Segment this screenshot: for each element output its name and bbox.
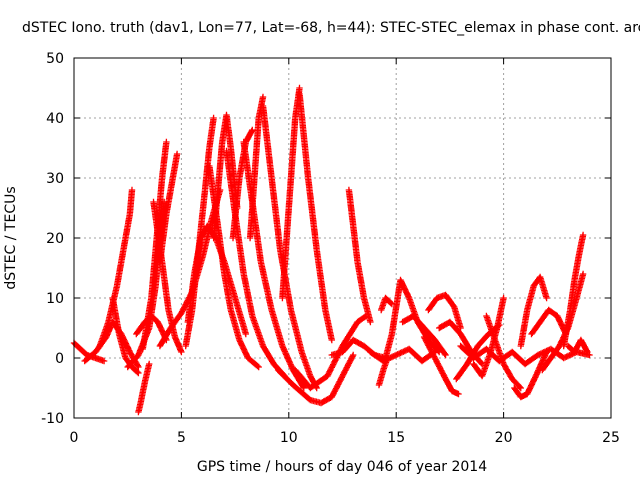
data-point-markers (296, 90, 335, 344)
series-arc (420, 333, 462, 398)
axis-ticks: 0 5 10 15 20 25 -10 0 10 20 30 40 50 (41, 51, 620, 446)
y-tick-label: 0 (55, 351, 64, 367)
y-tick-label: 30 (46, 171, 64, 187)
y-tick-label: -10 (41, 411, 64, 427)
data-point-markers (367, 345, 439, 365)
series-arc (425, 291, 464, 332)
series-arc (279, 84, 303, 302)
data-point-markers (528, 306, 570, 338)
data-point-markers (109, 294, 142, 377)
data-points (70, 84, 593, 416)
data-point-markers (420, 333, 462, 398)
x-tick-label: 20 (495, 430, 513, 446)
data-point-markers (259, 102, 320, 392)
series-arc (399, 312, 449, 359)
series-arc (156, 150, 181, 266)
data-point-markers (135, 360, 153, 416)
series-arc (511, 348, 550, 401)
series-arc (436, 318, 486, 368)
data-point-markers (457, 342, 593, 368)
series-arc (206, 162, 262, 371)
y-axis-label: dSTEC / TECUs (3, 186, 19, 289)
y-tick-label: 10 (46, 291, 64, 307)
data-point-markers (399, 312, 449, 359)
data-point-markers (517, 273, 550, 350)
series-arc (457, 342, 593, 368)
series-arc (246, 93, 267, 242)
data-point-markers (345, 186, 374, 326)
x-tick-label: 5 (177, 430, 186, 446)
series-arc (96, 186, 136, 350)
chart-title: dSTEC Iono. truth (dav1, Lon=77, Lat=-68… (22, 20, 640, 36)
data-point-markers (425, 291, 464, 332)
data-point-markers (378, 294, 396, 314)
series-arc (528, 306, 570, 338)
data-point-markers (206, 162, 262, 371)
series-arc (367, 345, 439, 365)
x-tick-label: 0 (70, 430, 79, 446)
series-arc (135, 360, 153, 416)
series-arc (292, 312, 370, 392)
data-point-markers (96, 186, 136, 350)
data-point-markers (156, 150, 181, 266)
data-point-markers (279, 84, 303, 302)
x-tick-label: 15 (387, 430, 405, 446)
data-point-markers (292, 312, 370, 392)
data-point-markers (511, 348, 550, 401)
data-point-markers (246, 93, 267, 242)
series-arc (560, 231, 587, 350)
data-point-markers (436, 318, 486, 368)
x-tick-label: 25 (602, 430, 620, 446)
series-arc (274, 351, 357, 407)
data-point-markers (274, 351, 357, 407)
y-tick-label: 20 (46, 231, 64, 247)
series-arc (109, 294, 142, 377)
series-arc (259, 102, 320, 392)
series-arc (296, 90, 335, 344)
x-axis-label: GPS time / hours of day 046 of year 2014 (197, 459, 487, 475)
plot-frame (73, 57, 612, 419)
series-arc (517, 273, 550, 350)
series-arc (345, 186, 374, 326)
y-tick-label: 40 (46, 111, 64, 127)
series-arc (378, 294, 396, 314)
x-tick-label: 10 (280, 430, 298, 446)
y-tick-label: 50 (46, 51, 64, 67)
data-point-markers (560, 231, 587, 350)
